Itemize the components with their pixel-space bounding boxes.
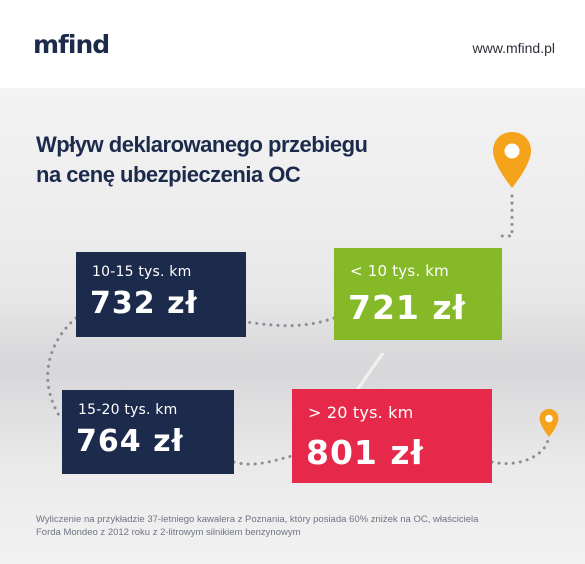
price-value: 764 zł <box>76 424 184 459</box>
map-pin-icon-small <box>539 409 559 437</box>
mileage-range: > 20 tys. km <box>308 403 414 422</box>
price-value: 801 zł <box>306 433 424 472</box>
price-card-under-10k: < 10 tys. km 721 zł <box>334 248 502 340</box>
title-line-2: na cenę ubezpieczenia OC <box>36 162 301 187</box>
price-value: 721 zł <box>348 288 466 327</box>
mileage-range: < 10 tys. km <box>350 262 449 280</box>
mileage-range: 15-20 tys. km <box>78 402 178 418</box>
footnote-line-1: Wyliczenie na przykładzie 37-letniego ka… <box>36 514 479 525</box>
price-card-over-20k: > 20 tys. km 801 zł <box>292 389 492 483</box>
mileage-range: 10-15 tys. km <box>92 264 192 280</box>
page-title: Wpływ deklarowanego przebiegu na cenę ub… <box>36 130 456 190</box>
header: mfind www.mfind.pl <box>0 0 585 88</box>
price-card-15-20k: 15-20 tys. km 764 zł <box>62 390 234 474</box>
brand-logo[interactable]: mfind <box>33 30 110 59</box>
price-card-10-15k: 10-15 tys. km 732 zł <box>76 252 246 337</box>
title-line-1: Wpływ deklarowanego przebiegu <box>36 132 368 157</box>
map-pin-icon <box>493 132 531 188</box>
price-value: 732 zł <box>90 286 198 321</box>
footnote-line-2: Forda Mondeo z 2012 roku z 2-litrowym si… <box>36 527 301 538</box>
footnote: Wyliczenie na przykładzie 37-letniego ka… <box>36 513 556 539</box>
website-link[interactable]: www.mfind.pl <box>472 40 555 56</box>
